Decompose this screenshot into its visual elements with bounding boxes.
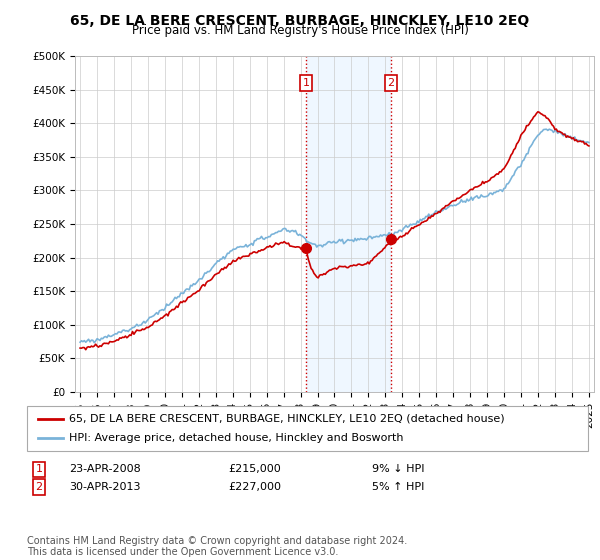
Text: 2: 2 — [35, 482, 43, 492]
Text: 9% ↓ HPI: 9% ↓ HPI — [372, 464, 425, 474]
Text: 23-APR-2008: 23-APR-2008 — [69, 464, 141, 474]
Text: 1: 1 — [35, 464, 43, 474]
Text: £215,000: £215,000 — [228, 464, 281, 474]
Text: 65, DE LA BERE CRESCENT, BURBAGE, HINCKLEY, LE10 2EQ: 65, DE LA BERE CRESCENT, BURBAGE, HINCKL… — [70, 14, 530, 28]
Text: 2: 2 — [388, 78, 395, 88]
Text: Contains HM Land Registry data © Crown copyright and database right 2024.
This d: Contains HM Land Registry data © Crown c… — [27, 535, 407, 557]
Text: 1: 1 — [302, 78, 310, 88]
FancyBboxPatch shape — [27, 406, 588, 451]
Text: £227,000: £227,000 — [228, 482, 281, 492]
Text: 30-APR-2013: 30-APR-2013 — [69, 482, 140, 492]
Text: 5% ↑ HPI: 5% ↑ HPI — [372, 482, 424, 492]
Text: Price paid vs. HM Land Registry's House Price Index (HPI): Price paid vs. HM Land Registry's House … — [131, 24, 469, 37]
Text: 65, DE LA BERE CRESCENT, BURBAGE, HINCKLEY, LE10 2EQ (detached house): 65, DE LA BERE CRESCENT, BURBAGE, HINCKL… — [69, 413, 505, 423]
Text: HPI: Average price, detached house, Hinckley and Bosworth: HPI: Average price, detached house, Hinc… — [69, 433, 404, 444]
